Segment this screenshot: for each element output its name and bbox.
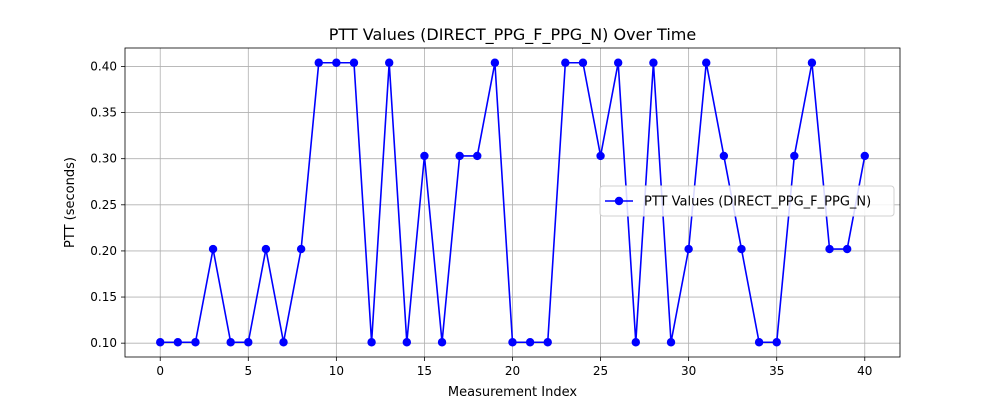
data-point	[719, 151, 729, 161]
data-point	[490, 58, 500, 67]
y-axis-label: PTT (seconds)	[63, 157, 78, 248]
data-point	[596, 151, 605, 161]
x-tick-label: 20	[505, 364, 520, 378]
legend-marker	[614, 196, 624, 206]
data-point	[156, 338, 165, 347]
tick-layer: 0 5 10 15 20 25 30 35 40 0.10 0.15 0.20 0.25 0.30 0.35…	[90, 59, 872, 378]
data-point	[754, 338, 764, 347]
data-point	[332, 58, 341, 67]
data-point	[226, 338, 235, 347]
data-point	[543, 338, 552, 347]
data-point	[737, 244, 746, 254]
data-point	[420, 151, 429, 161]
data-point	[296, 244, 306, 254]
data-point	[402, 338, 412, 347]
data-point	[631, 338, 640, 347]
y-tick-label: 0.40	[90, 59, 117, 73]
data-point	[807, 58, 817, 67]
x-tick-label: 35	[769, 364, 784, 378]
data-point	[525, 338, 535, 347]
data-point	[772, 338, 781, 347]
data-point	[684, 244, 693, 254]
data-point	[455, 151, 464, 161]
x-tick-label: 15	[417, 364, 432, 378]
x-axis-label: Measurement Index	[448, 385, 577, 400]
chart-title: PTT Values (DIRECT_PPG_F_PPG_N) Over Tim…	[329, 25, 696, 45]
data-point	[860, 151, 869, 161]
data-point	[578, 58, 588, 67]
data-point	[702, 58, 711, 67]
data-point	[244, 338, 253, 347]
x-tick-label: 5	[244, 364, 252, 378]
y-tick-label: 0.10	[90, 336, 117, 350]
series-layer	[156, 58, 869, 347]
data-point	[825, 244, 834, 254]
data-point	[314, 58, 323, 67]
data-point	[437, 338, 447, 347]
x-tick-label: 10	[329, 364, 344, 378]
y-tick-label: 0.35	[90, 106, 117, 120]
x-tick-label: 0	[156, 364, 164, 378]
data-point	[649, 58, 658, 67]
y-tick-label: 0.15	[90, 290, 117, 304]
x-tick-label: 40	[857, 364, 872, 378]
data-point	[279, 338, 288, 347]
data-point	[191, 338, 200, 347]
legend: PTT Values (DIRECT_PPG_F_PPG_N)	[599, 185, 895, 217]
data-point	[349, 58, 359, 67]
data-point	[666, 338, 676, 347]
x-tick-label: 25	[593, 364, 608, 378]
data-point	[208, 244, 218, 254]
x-tick-label: 30	[681, 364, 696, 378]
data-point	[613, 58, 623, 67]
y-tick-label: 0.30	[90, 152, 117, 166]
legend-label: PTT Values (DIRECT_PPG_F_PPG_N)	[644, 195, 871, 210]
data-point	[790, 151, 799, 161]
data-point	[173, 338, 183, 347]
legend-box	[599, 185, 895, 217]
data-point	[367, 338, 376, 347]
y-tick-label: 0.25	[90, 198, 117, 212]
data-point	[508, 338, 517, 347]
data-point	[842, 244, 852, 254]
data-point	[261, 244, 271, 254]
y-tick-label: 0.20	[90, 244, 117, 258]
data-point	[385, 58, 394, 67]
data-point	[473, 151, 482, 161]
data-point	[561, 58, 570, 67]
